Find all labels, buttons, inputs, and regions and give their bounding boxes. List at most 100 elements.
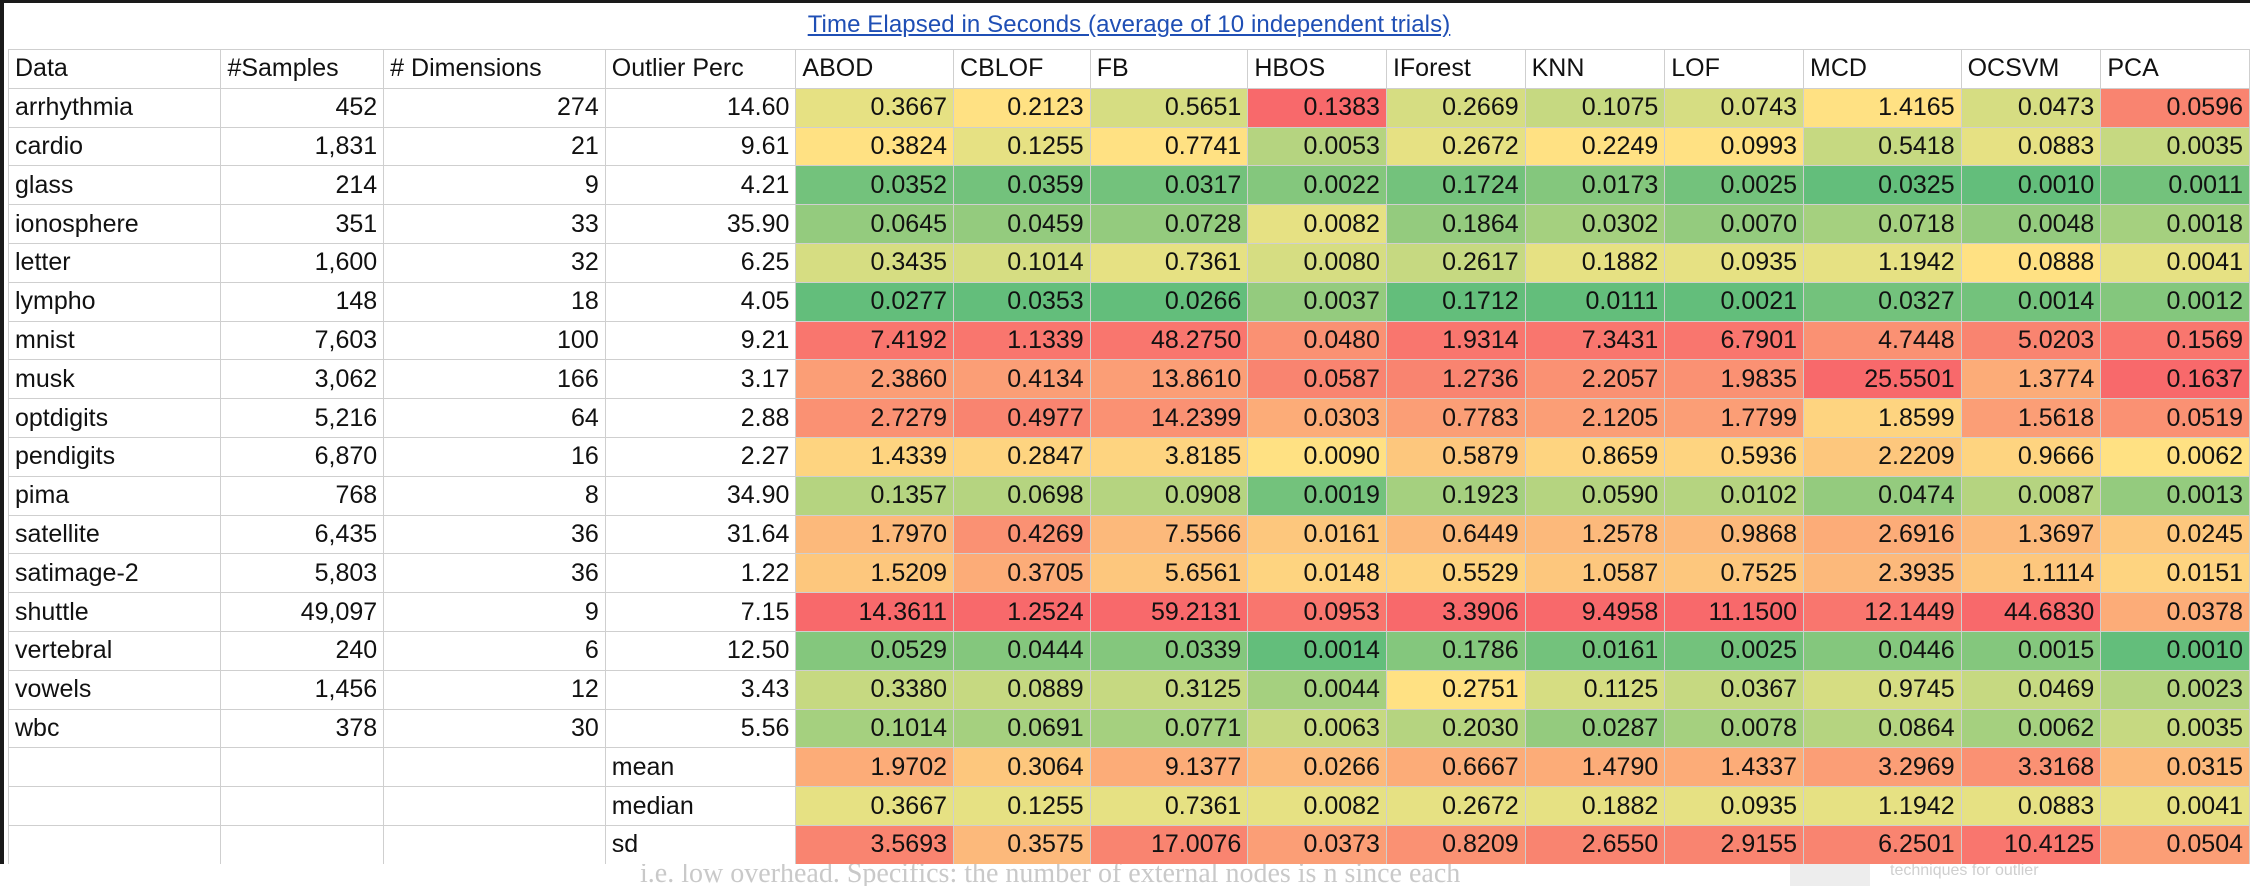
- time-cell[interactable]: 12.1449: [1803, 592, 1962, 632]
- time-cell[interactable]: 0.0935: [1664, 242, 1804, 283]
- time-cell[interactable]: 0.0743: [1664, 87, 1804, 128]
- time-cell[interactable]: 6.7901: [1664, 320, 1804, 361]
- time-cell[interactable]: 1.2524: [953, 592, 1091, 632]
- empty-cell[interactable]: [220, 786, 385, 826]
- time-cell[interactable]: 3.8185: [1089, 436, 1249, 477]
- time-cell[interactable]: 0.1014: [795, 708, 955, 749]
- time-cell[interactable]: 0.0444: [953, 630, 1091, 671]
- dataset-name-cell[interactable]: vertebral: [7, 630, 222, 671]
- column-header[interactable]: CBLOF: [953, 49, 1091, 89]
- dimensions-cell[interactable]: 274: [383, 87, 606, 128]
- empty-cell[interactable]: [383, 824, 606, 865]
- time-cell[interactable]: 0.0352: [795, 165, 955, 206]
- time-cell[interactable]: 0.0021: [1664, 281, 1804, 322]
- time-cell[interactable]: 5.0203: [1960, 320, 2102, 361]
- samples-cell[interactable]: 240: [220, 630, 385, 671]
- time-cell[interactable]: 3.3906: [1385, 592, 1526, 632]
- outlier-perc-cell[interactable]: 31.64: [604, 514, 797, 555]
- samples-cell[interactable]: 768: [220, 475, 385, 516]
- time-cell[interactable]: 7.3431: [1524, 320, 1666, 361]
- time-cell[interactable]: 0.1882: [1524, 242, 1666, 283]
- time-cell[interactable]: 44.6830: [1960, 592, 2102, 632]
- summary-time-cell[interactable]: 0.0373: [1247, 824, 1387, 865]
- time-cell[interactable]: 0.9868: [1664, 514, 1804, 555]
- dataset-name-cell[interactable]: shuttle: [7, 592, 222, 632]
- time-cell[interactable]: 11.1500: [1664, 592, 1804, 632]
- summary-time-cell[interactable]: 6.2501: [1803, 824, 1962, 865]
- time-cell[interactable]: 0.0010: [1960, 165, 2102, 206]
- time-cell[interactable]: 2.1205: [1524, 398, 1666, 438]
- time-cell[interactable]: 0.0025: [1664, 165, 1804, 206]
- time-cell[interactable]: 0.1786: [1385, 630, 1526, 671]
- summary-time-cell[interactable]: 0.0935: [1664, 786, 1804, 826]
- dataset-name-cell[interactable]: cardio: [7, 126, 222, 167]
- dimensions-cell[interactable]: 16: [383, 436, 606, 477]
- column-header[interactable]: KNN: [1524, 49, 1666, 89]
- empty-cell[interactable]: [7, 786, 222, 826]
- column-header[interactable]: Outlier Perc: [604, 49, 797, 89]
- empty-cell[interactable]: [383, 747, 606, 788]
- time-cell[interactable]: 0.1125: [1524, 669, 1666, 710]
- time-cell[interactable]: 1.5618: [1960, 398, 2102, 438]
- summary-time-cell[interactable]: 0.3064: [953, 747, 1091, 788]
- summary-time-cell[interactable]: 0.6667: [1385, 747, 1526, 788]
- time-cell[interactable]: 0.0473: [1960, 87, 2102, 128]
- time-cell[interactable]: 0.2249: [1524, 126, 1666, 167]
- samples-cell[interactable]: 7,603: [220, 320, 385, 361]
- summary-time-cell[interactable]: 0.1882: [1524, 786, 1666, 826]
- dimensions-cell[interactable]: 36: [383, 553, 606, 594]
- samples-cell[interactable]: 378: [220, 708, 385, 749]
- time-cell[interactable]: 0.0111: [1524, 281, 1666, 322]
- time-cell[interactable]: 0.7783: [1385, 398, 1526, 438]
- samples-cell[interactable]: 49,097: [220, 592, 385, 632]
- time-cell[interactable]: 0.0048: [1960, 204, 2102, 244]
- time-cell[interactable]: 1.8599: [1803, 398, 1962, 438]
- outlier-perc-cell[interactable]: 14.60: [604, 87, 797, 128]
- time-cell[interactable]: 0.0025: [1664, 630, 1804, 671]
- outlier-perc-cell[interactable]: 4.05: [604, 281, 797, 322]
- time-cell[interactable]: 0.0023: [2100, 669, 2250, 710]
- time-cell[interactable]: 1.4165: [1803, 87, 1962, 128]
- time-cell[interactable]: 59.2131: [1089, 592, 1249, 632]
- dataset-name-cell[interactable]: pima: [7, 475, 222, 516]
- time-cell[interactable]: 0.2669: [1385, 87, 1526, 128]
- time-cell[interactable]: 0.0078: [1664, 708, 1804, 749]
- outlier-perc-cell[interactable]: 34.90: [604, 475, 797, 516]
- summary-time-cell[interactable]: 0.0082: [1247, 786, 1387, 826]
- time-cell[interactable]: 0.0353: [953, 281, 1091, 322]
- dimensions-cell[interactable]: 30: [383, 708, 606, 749]
- time-cell[interactable]: 2.2209: [1803, 436, 1962, 477]
- time-cell[interactable]: 0.0037: [1247, 281, 1387, 322]
- summary-time-cell[interactable]: 17.0076: [1089, 824, 1249, 865]
- time-cell[interactable]: 0.0087: [1960, 475, 2102, 516]
- summary-time-cell[interactable]: 0.1255: [953, 786, 1091, 826]
- summary-time-cell[interactable]: 10.4125: [1960, 824, 2102, 865]
- time-cell[interactable]: 0.0161: [1247, 514, 1387, 555]
- time-cell[interactable]: 1.9314: [1385, 320, 1526, 361]
- time-cell[interactable]: 13.8610: [1089, 359, 1249, 400]
- time-cell[interactable]: 0.0587: [1247, 359, 1387, 400]
- samples-cell[interactable]: 6,870: [220, 436, 385, 477]
- time-cell[interactable]: 2.3860: [795, 359, 955, 400]
- summary-time-cell[interactable]: 3.3168: [1960, 747, 2102, 788]
- time-cell[interactable]: 0.0339: [1089, 630, 1249, 671]
- dimensions-cell[interactable]: 12: [383, 669, 606, 710]
- time-cell[interactable]: 0.0041: [2100, 242, 2250, 283]
- time-cell[interactable]: 0.0317: [1089, 165, 1249, 206]
- column-header[interactable]: OCSVM: [1960, 49, 2102, 89]
- time-cell[interactable]: 0.5418: [1803, 126, 1962, 167]
- time-cell[interactable]: 0.0590: [1524, 475, 1666, 516]
- time-cell[interactable]: 0.2847: [953, 436, 1091, 477]
- samples-cell[interactable]: 1,831: [220, 126, 385, 167]
- time-cell[interactable]: 0.0287: [1524, 708, 1666, 749]
- time-cell[interactable]: 0.0018: [2100, 204, 2250, 244]
- outlier-perc-cell[interactable]: 1.22: [604, 553, 797, 594]
- time-cell[interactable]: 0.2030: [1385, 708, 1526, 749]
- dataset-name-cell[interactable]: ionosphere: [7, 204, 222, 244]
- empty-cell[interactable]: [7, 747, 222, 788]
- time-cell[interactable]: 1.1339: [953, 320, 1091, 361]
- summary-time-cell[interactable]: 3.2969: [1803, 747, 1962, 788]
- time-cell[interactable]: 2.2057: [1524, 359, 1666, 400]
- time-cell[interactable]: 0.4977: [953, 398, 1091, 438]
- time-cell[interactable]: 0.0728: [1089, 204, 1249, 244]
